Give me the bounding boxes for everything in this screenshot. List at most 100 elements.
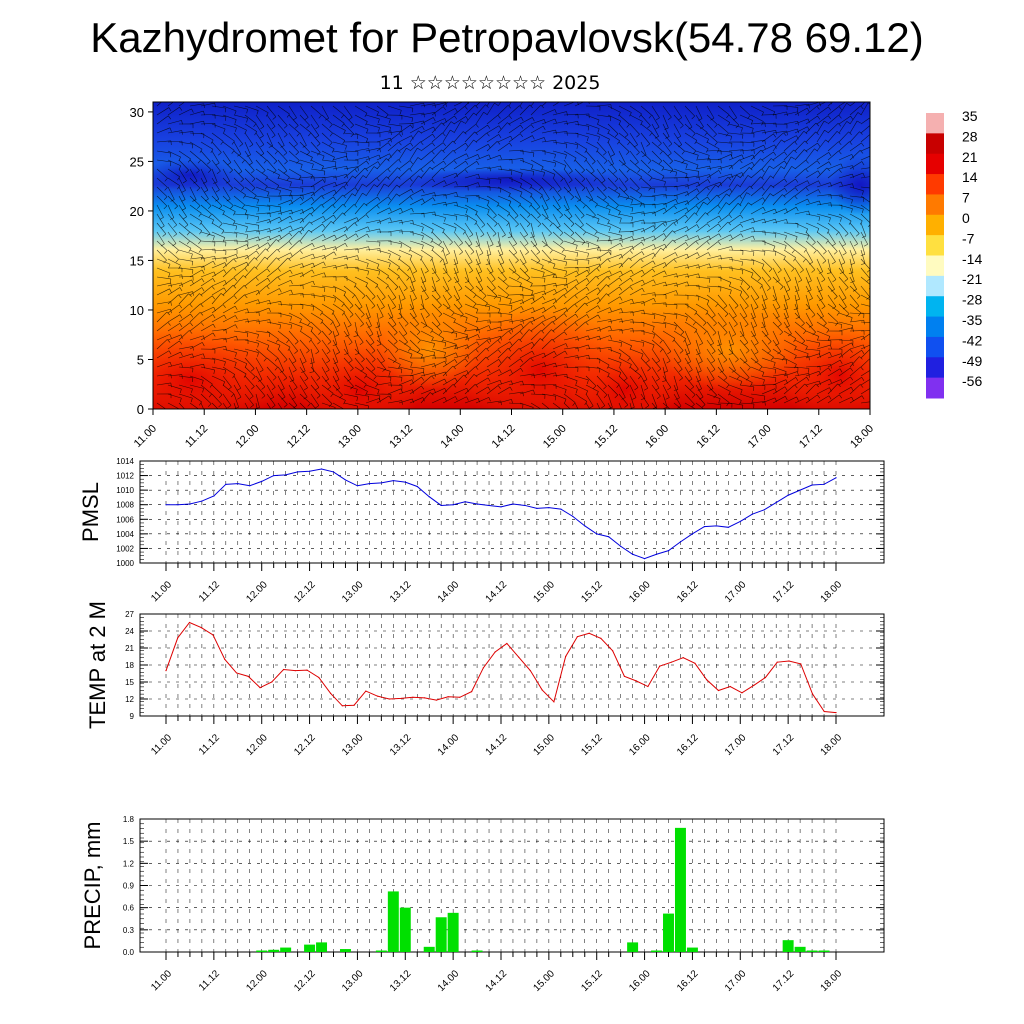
colorbar-swatch xyxy=(926,336,944,358)
data-point xyxy=(488,504,490,507)
data-point xyxy=(356,485,359,487)
cs-xtick-label: 14.12 xyxy=(490,423,518,451)
x-tick-label: 16.12 xyxy=(675,732,701,758)
data-point xyxy=(297,471,299,473)
y-tick-label: 1010 xyxy=(116,486,134,495)
data-point xyxy=(247,675,249,677)
x-tick-label: 15.12 xyxy=(579,732,605,758)
colorbar: 35 28 21 14 7 0 -7 -14 -21 -28 -35 -42 -49 -56 xyxy=(926,108,982,399)
data-point xyxy=(835,712,837,714)
data-point xyxy=(715,525,717,527)
precip-bar xyxy=(339,949,351,952)
data-point xyxy=(751,513,753,515)
x-tick-label: 16.00 xyxy=(627,579,653,605)
colorbar-swatch xyxy=(926,377,944,399)
precip-bar xyxy=(794,946,806,952)
x-tick-label: 13.00 xyxy=(340,732,366,758)
data-point xyxy=(739,520,741,523)
data-point xyxy=(800,663,802,665)
y-tick-label: 24 xyxy=(125,627,134,636)
x-tick-label: 18.00 xyxy=(819,579,845,605)
data-point xyxy=(435,699,437,701)
data-point xyxy=(201,500,203,502)
data-point xyxy=(635,680,637,682)
data-point xyxy=(285,474,287,476)
x-tick-label: 11.00 xyxy=(149,579,174,604)
cs-ytick-label: 25 xyxy=(130,154,144,169)
cold-core-1 xyxy=(400,168,620,192)
data-point xyxy=(412,696,414,698)
cs-ytick-label: 5 xyxy=(137,352,144,367)
data-point xyxy=(308,470,311,472)
data-point xyxy=(189,503,191,505)
data-point xyxy=(620,545,622,547)
data-point xyxy=(213,495,215,497)
x-tick-label: 16.12 xyxy=(675,579,701,605)
data-point xyxy=(380,482,382,484)
colorbar-swatch xyxy=(926,235,944,256)
data-point xyxy=(553,701,555,703)
x-tick-label: 18.00 xyxy=(819,732,845,758)
precip-bar xyxy=(663,913,674,952)
data-point xyxy=(576,636,579,638)
data-point xyxy=(717,689,720,692)
precip-bar xyxy=(686,947,698,952)
x-tick-label: 12.00 xyxy=(244,579,270,605)
x-tick-label: 17.12 xyxy=(771,968,797,994)
precip-bar xyxy=(375,950,387,952)
data-point xyxy=(440,504,442,507)
data-point xyxy=(584,525,586,527)
wind-barbs xyxy=(156,102,870,409)
data-point xyxy=(353,704,355,706)
data-point xyxy=(659,665,661,667)
x-tick-label: 14.00 xyxy=(436,732,462,758)
x-tick-label: 12.12 xyxy=(292,732,318,758)
data-point xyxy=(447,696,449,698)
precip-bar xyxy=(304,944,316,952)
data-point xyxy=(306,669,308,671)
y-tick-label: 1008 xyxy=(116,501,134,510)
x-tick-label: 11.12 xyxy=(197,968,222,993)
x-tick-label: 15.12 xyxy=(579,968,605,994)
data-point xyxy=(332,471,335,473)
series-line xyxy=(165,621,837,714)
page-subtitle: 11 ☆☆☆☆☆☆☆☆ 2025 xyxy=(379,72,601,94)
data-point xyxy=(464,501,466,503)
y-tick-label: 1004 xyxy=(116,530,134,539)
colorbar-label: -35 xyxy=(962,312,982,328)
colorbar-label: 14 xyxy=(962,169,978,185)
data-point xyxy=(365,690,367,692)
data-point xyxy=(706,679,708,681)
colorbar-swatch xyxy=(926,296,944,318)
data-point xyxy=(404,481,406,483)
x-tick-label: 18.00 xyxy=(819,968,845,994)
cs-xtick-label: 13.00 xyxy=(336,423,364,451)
data-point xyxy=(727,526,729,528)
data-point xyxy=(376,695,379,697)
y-axis-title: PRECIP, mm xyxy=(80,822,105,950)
precip-bar xyxy=(268,949,280,952)
colorbar-label: -56 xyxy=(962,373,982,389)
data-point xyxy=(541,689,543,691)
precip-bar xyxy=(387,891,399,952)
x-tick-label: 16.00 xyxy=(627,968,653,994)
data-point xyxy=(500,506,502,508)
colorbar-label: 35 xyxy=(962,108,978,124)
data-point xyxy=(212,634,214,636)
data-point xyxy=(249,485,251,487)
data-point xyxy=(318,676,320,679)
cs-ytick-label: 15 xyxy=(130,253,144,268)
y-tick-label: 9 xyxy=(130,712,135,721)
data-point xyxy=(703,525,705,528)
x-tick-label: 15.00 xyxy=(532,732,558,758)
x-tick-label: 14.00 xyxy=(436,579,462,605)
x-tick-label: 11.12 xyxy=(197,579,222,604)
data-point xyxy=(261,480,263,482)
data-point xyxy=(177,504,179,506)
x-tick-label: 17.00 xyxy=(723,579,749,605)
panel-frame xyxy=(139,460,885,564)
y-tick-label: 0.0 xyxy=(123,948,135,957)
data-point xyxy=(600,637,602,639)
data-point xyxy=(799,489,801,491)
